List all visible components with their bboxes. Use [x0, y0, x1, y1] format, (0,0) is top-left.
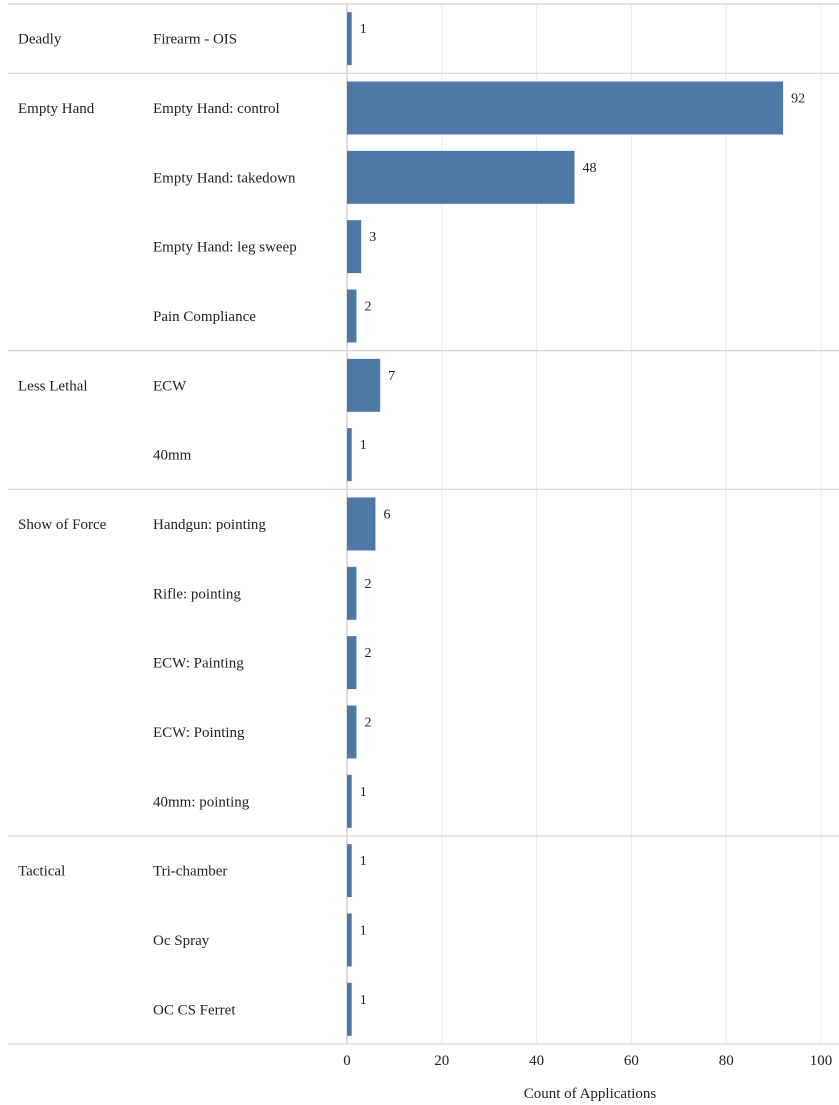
bar-value-label: 2 — [364, 577, 371, 592]
group-label: Show of Force — [18, 517, 107, 533]
bar-value-label: 48 — [583, 161, 597, 176]
category-label: Firearm - OIS — [153, 32, 237, 48]
bar-value-label: 2 — [364, 715, 371, 730]
x-axis-title: Count of Applications — [524, 1086, 657, 1102]
bar — [347, 150, 575, 204]
x-tick-label: 60 — [624, 1053, 639, 1069]
category-label: ECW: Painting — [153, 656, 244, 672]
category-label: Handgun: pointing — [153, 517, 266, 533]
bar — [347, 428, 352, 482]
bar — [347, 289, 357, 343]
bar-value-label: 2 — [364, 299, 371, 314]
category-label: 40mm: pointing — [153, 794, 250, 810]
bar-value-label: 92 — [791, 91, 805, 106]
bar — [347, 566, 357, 620]
x-tick-label: 20 — [434, 1053, 449, 1069]
category-label: Pain Compliance — [153, 309, 256, 325]
bar-value-label: 1 — [360, 785, 367, 800]
bar — [347, 220, 362, 274]
group-label: Deadly — [18, 32, 62, 48]
category-label: Tri-chamber — [153, 864, 227, 880]
x-tick-label: 100 — [810, 1053, 833, 1069]
bar — [347, 81, 784, 135]
group-label: Tactical — [18, 864, 65, 880]
bar — [347, 358, 381, 412]
bar-value-label: 3 — [369, 230, 376, 245]
bar-value-label: 7 — [388, 369, 395, 384]
x-tick-label: 0 — [343, 1053, 351, 1069]
x-axis: 0 20 40 60 80 100 — [343, 1053, 832, 1069]
x-tick-label: 40 — [529, 1053, 544, 1069]
bar-value-label: 1 — [360, 854, 367, 869]
group-separators — [8, 3, 839, 1045]
bar — [347, 774, 352, 828]
bar-value-label: 6 — [383, 507, 390, 522]
category-label: 40mm — [153, 448, 192, 464]
bar — [347, 12, 352, 66]
category-label: ECW: Pointing — [153, 725, 245, 741]
bar-value-label: 1 — [360, 22, 367, 37]
bar — [347, 982, 352, 1036]
bar — [347, 844, 352, 898]
bar — [347, 913, 352, 967]
row-labels: Deadly Firearm - OIS 1 Empty Hand Empty Hand… — [18, 22, 805, 1018]
category-label: Rifle: pointing — [153, 586, 241, 602]
bar-value-label: 1 — [360, 993, 367, 1008]
group-label: Less Lethal — [18, 378, 88, 394]
category-label: ECW — [153, 378, 187, 394]
bar — [347, 497, 376, 551]
category-label: Empty Hand: leg sweep — [153, 240, 297, 256]
bar-value-label: 2 — [364, 646, 371, 661]
category-label: Oc Spray — [153, 933, 210, 949]
bar-value-label: 1 — [360, 923, 367, 938]
bars — [347, 12, 784, 1036]
category-label: Empty Hand: takedown — [153, 170, 296, 186]
bar — [347, 636, 357, 690]
bar — [347, 705, 357, 759]
bar-value-label: 1 — [360, 438, 367, 453]
x-tick-label: 80 — [719, 1053, 734, 1069]
group-label: Empty Hand — [18, 101, 95, 117]
category-label: OC CS Ferret — [153, 1002, 236, 1018]
category-label: Empty Hand: control — [153, 101, 280, 117]
